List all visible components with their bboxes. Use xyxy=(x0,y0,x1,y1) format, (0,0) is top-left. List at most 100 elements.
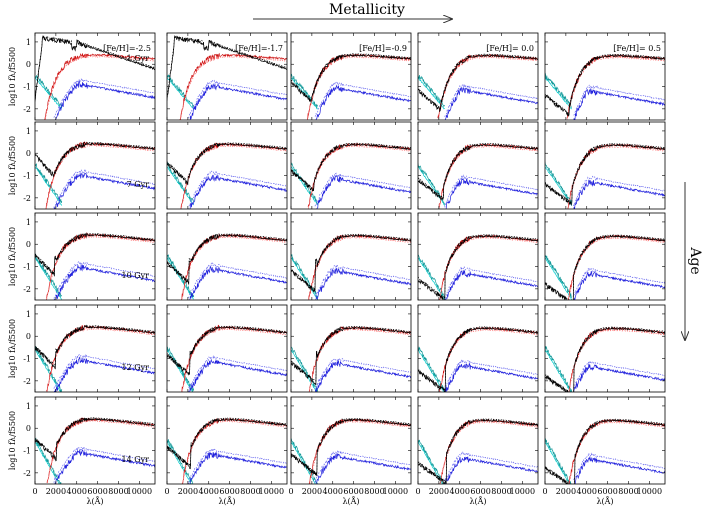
panel-frame xyxy=(544,32,666,121)
x-tick-label: 10000 xyxy=(637,487,662,496)
panel-r4-c4 xyxy=(418,326,538,392)
series-total-dotted xyxy=(35,325,155,367)
series-cool xyxy=(568,234,665,300)
series-hot-teal xyxy=(291,254,319,298)
x-axis-label: λ(Å) xyxy=(596,497,613,506)
y-tick-label: -2 xyxy=(23,285,31,294)
series-hot-teal xyxy=(545,254,572,298)
x-tick-label: 0 xyxy=(415,487,420,496)
series-blue xyxy=(316,175,411,209)
panel-r4-c5 xyxy=(545,326,665,392)
panel-frame xyxy=(417,121,539,210)
y-tick-label: 1 xyxy=(26,127,31,136)
series-cool xyxy=(307,142,411,208)
series-blue-dotted xyxy=(444,83,538,118)
series-total xyxy=(291,418,411,477)
y-tick-label: -2 xyxy=(23,377,31,386)
x-tick-label: 0 xyxy=(542,487,547,496)
series-total-dotted xyxy=(167,35,287,98)
x-tick-label: 4000 xyxy=(577,487,597,496)
series-hot-teal xyxy=(418,75,445,108)
series-cool xyxy=(439,326,538,392)
series-hot-teal xyxy=(418,346,446,392)
series-hot-teal xyxy=(291,346,319,392)
panel-r5-c5 xyxy=(545,418,665,484)
series-total-dotted xyxy=(35,417,155,459)
x-tick-label: 8000 xyxy=(618,487,638,496)
panel-r3-c3 xyxy=(291,233,411,300)
panel-r3-c2 xyxy=(167,233,287,300)
series-total xyxy=(291,326,411,385)
series-total xyxy=(167,142,287,186)
series-cool-dotted xyxy=(439,329,538,392)
series-total-dotted xyxy=(167,417,287,467)
series-cool-dotted xyxy=(46,327,155,392)
y-axis-label: log10 fλ/f5500 xyxy=(8,319,17,378)
series-blue-dotted xyxy=(314,357,411,390)
series-blue-dotted xyxy=(573,267,665,296)
series-cool xyxy=(437,53,538,119)
y-tick-label: -2 xyxy=(23,105,31,114)
x-tick-label: 10000 xyxy=(259,487,284,496)
series-cool-dotted xyxy=(567,146,665,209)
series-cool xyxy=(179,52,287,120)
series-cool xyxy=(45,140,155,209)
panel-frame xyxy=(290,121,412,210)
x-tick-label: 6000 xyxy=(343,487,363,496)
panel-r5-c1 xyxy=(35,417,155,484)
series-total-dotted xyxy=(167,325,287,375)
panel-r3-c5 xyxy=(545,234,665,300)
y-tick-label: 0 xyxy=(26,149,31,158)
series-cool xyxy=(46,232,155,300)
metallicity-column-label: [Fe/H]=-0.9 xyxy=(359,44,407,53)
panel-frame xyxy=(544,396,666,485)
series-blue xyxy=(54,449,155,484)
series-blue xyxy=(188,174,287,209)
series-total-dotted xyxy=(418,142,538,199)
y-axis-label: log10 fλ/f5500 xyxy=(8,136,17,195)
series-cool-dotted xyxy=(181,236,287,300)
series-cool-dotted xyxy=(566,56,665,120)
series-hot-teal xyxy=(35,345,63,392)
series-total-dotted xyxy=(545,234,665,300)
y-tick-label: 0 xyxy=(26,424,31,433)
series-total xyxy=(418,418,538,484)
series-blue-dotted xyxy=(444,451,538,482)
series-hot-teal xyxy=(167,161,195,203)
series-blue xyxy=(573,179,665,209)
series-total xyxy=(418,143,538,201)
series-hot xyxy=(545,441,570,484)
series-cool xyxy=(308,418,411,484)
series-total xyxy=(545,54,665,117)
series-cool-dotted xyxy=(181,145,287,209)
series-blue-dotted xyxy=(314,81,411,117)
panel-r2-c1 xyxy=(35,140,155,209)
age-row-label: 12 Gyr xyxy=(122,363,150,372)
panel-frame xyxy=(290,212,412,301)
series-hot xyxy=(418,257,446,300)
panel-r4-c3 xyxy=(291,325,411,392)
series-cool xyxy=(307,53,411,120)
series-cool-dotted xyxy=(309,420,411,484)
y-tick-label: 1 xyxy=(26,38,31,47)
age-row-label: 1 Gyr xyxy=(127,54,150,63)
series-cool xyxy=(568,326,665,392)
series-blue-dotted xyxy=(188,355,287,390)
series-blue-dotted xyxy=(314,450,411,483)
x-tick-label: 2000 xyxy=(429,487,449,496)
series-blue xyxy=(573,456,665,484)
series-blue xyxy=(445,363,538,392)
y-tick-label: -1 xyxy=(23,263,31,272)
series-cool xyxy=(439,418,538,484)
series-blue xyxy=(444,86,538,120)
panel-frame xyxy=(34,212,156,301)
y-tick-label: -1 xyxy=(23,83,31,92)
series-blue-dotted xyxy=(573,452,665,480)
series-total-dotted xyxy=(167,233,287,284)
panel-frame xyxy=(34,304,156,393)
series-blue-dotted xyxy=(188,262,287,299)
series-blue-dotted xyxy=(53,169,155,208)
y-axis-label: log10 fλ/f5500 xyxy=(8,227,17,286)
x-tick-label: 6000 xyxy=(219,487,239,496)
